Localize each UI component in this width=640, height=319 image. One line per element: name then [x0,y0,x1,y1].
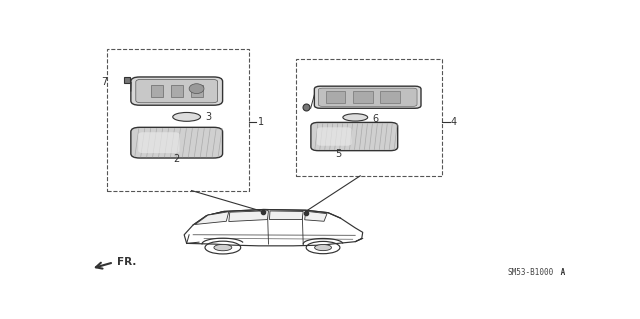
Polygon shape [229,211,269,221]
Ellipse shape [189,84,204,93]
Text: A: A [556,268,565,277]
Text: 7: 7 [101,78,108,87]
Text: 3: 3 [205,112,211,122]
FancyBboxPatch shape [131,77,223,105]
Bar [353,91,372,103]
FancyBboxPatch shape [318,88,417,106]
Polygon shape [195,212,229,225]
Ellipse shape [306,241,340,254]
Ellipse shape [205,241,241,254]
Bar [296,59,442,176]
Text: 2: 2 [173,154,180,164]
Polygon shape [305,211,327,221]
Ellipse shape [173,113,200,121]
FancyBboxPatch shape [131,127,223,158]
Bar [380,91,400,103]
Bar [151,85,163,97]
Text: 1: 1 [257,117,264,127]
Polygon shape [269,211,303,219]
FancyBboxPatch shape [317,127,351,146]
Ellipse shape [315,244,332,251]
Ellipse shape [214,244,232,251]
Ellipse shape [343,114,368,121]
Text: FR.: FR. [117,257,136,267]
FancyBboxPatch shape [314,86,421,108]
FancyBboxPatch shape [136,79,218,103]
Bar [326,91,346,103]
Text: 4: 4 [451,117,457,127]
Bar [191,85,202,97]
Bar [108,49,248,190]
Text: SM53-B1000: SM53-B1000 [508,268,554,277]
Text: 5: 5 [335,149,341,159]
FancyBboxPatch shape [311,122,397,151]
Bar [171,85,182,97]
Text: 6: 6 [372,114,379,124]
FancyBboxPatch shape [138,132,180,153]
